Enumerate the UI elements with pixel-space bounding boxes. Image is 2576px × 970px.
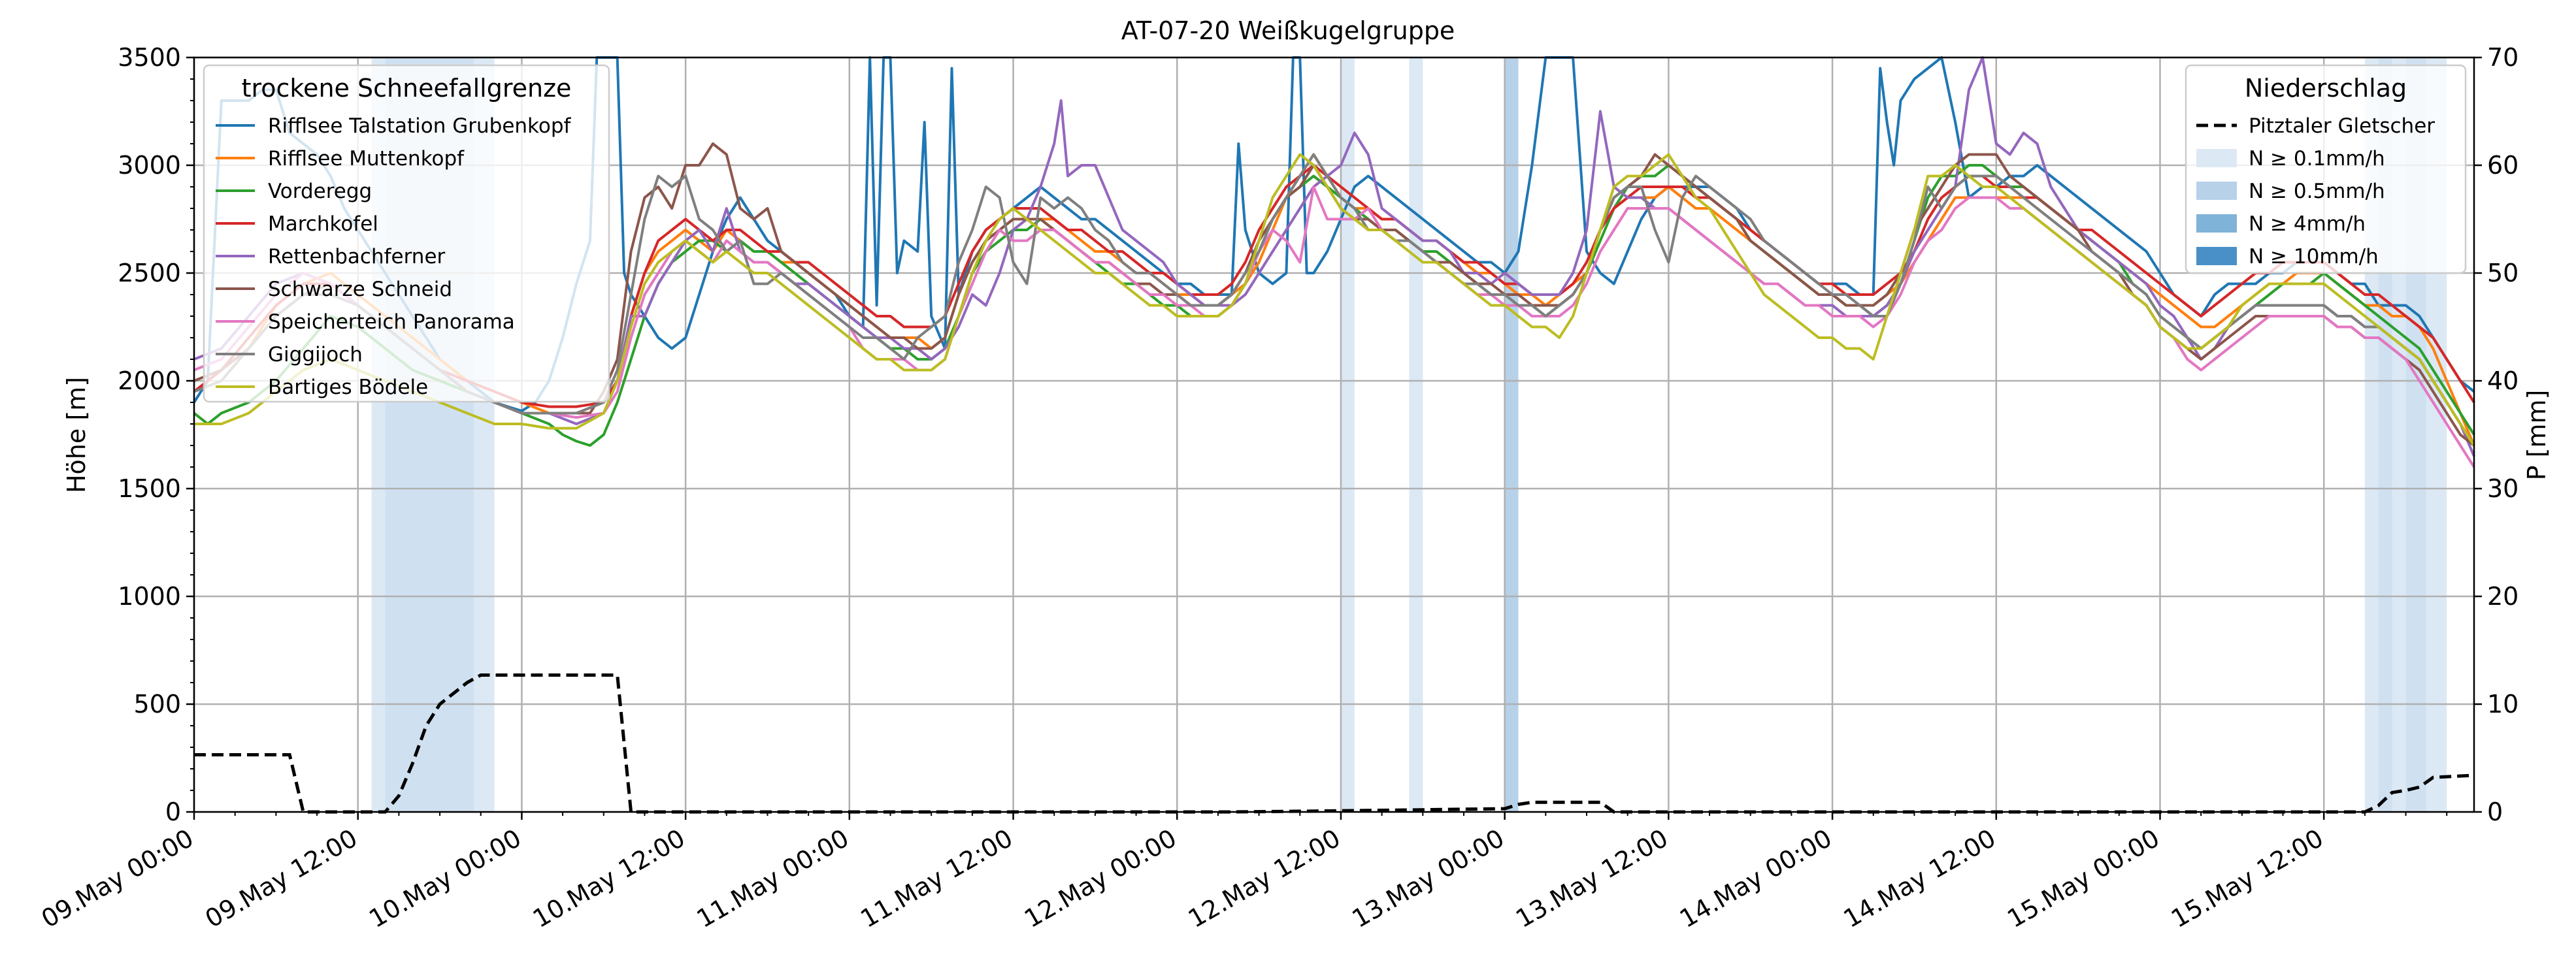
legend-label: Bartiges Bödele (268, 376, 428, 399)
series-lines (193, 56, 2475, 468)
legend-box (2185, 64, 2467, 274)
series-line (194, 153, 2475, 447)
legend-title: Niederschlag (2245, 74, 2407, 103)
precip-band (1340, 57, 1355, 812)
legend-precipitation: Niederschlag Pitztaler Gletscher N ≥ 0.1mm… (2185, 64, 2467, 274)
legend-label: Rifflsee Talstation Grubenkopf (268, 114, 572, 138)
y-tick-label-right: 70 (2487, 43, 2518, 72)
y-tick-label-right: 40 (2487, 366, 2518, 395)
y-tick-label-right: 60 (2487, 151, 2518, 180)
y-tick-label-left: 0 (165, 798, 181, 826)
y-tick-label-left: 2000 (118, 366, 181, 395)
y-tick-label-right: 30 (2487, 474, 2518, 503)
plot-frame (193, 56, 2475, 813)
y-tick-label-left: 1500 (118, 474, 181, 503)
y-tick-label-left: 500 (133, 690, 181, 719)
legend-title: trockene Schneefallgrenze (242, 74, 572, 103)
legend-swatch (2196, 247, 2237, 265)
legend-swatch (2196, 182, 2237, 200)
legend-label: Vorderegg (268, 180, 372, 203)
chart-title: AT-07-20 Weißkugelgruppe (1121, 16, 1455, 45)
y-tick-label-left: 3500 (118, 43, 181, 72)
legend-box (203, 64, 610, 403)
y-tick-label-right: 20 (2487, 582, 2518, 611)
legend-label: N ≥ 10mm/h (2249, 245, 2379, 268)
legend-label: Schwarze Schneid (268, 278, 452, 301)
y-axis-label-right: P [mm] (2522, 390, 2551, 481)
legend-label: Giggijoch (268, 343, 363, 366)
y-tick-label-right: 50 (2487, 259, 2518, 287)
legend-snowline: trockene Schneefallgrenze Rifflsee Talsta… (203, 64, 610, 403)
legend-label: Marchkofel (268, 212, 378, 236)
legend-label: Speicherteich Panorama (268, 310, 515, 334)
y-tick-label-right: 10 (2487, 690, 2518, 719)
y-tick-label-left: 2500 (118, 259, 181, 287)
axes (186, 56, 2482, 820)
y-tick-label-left: 3000 (118, 151, 181, 180)
legend-swatch (2196, 149, 2237, 167)
y-axis-label-left: Höhe [m] (62, 377, 91, 493)
legend-label: N ≥ 0.5mm/h (2249, 180, 2385, 203)
legend-swatch (2196, 214, 2237, 233)
legend-label: Rettenbachferner (268, 245, 446, 268)
legend-label: N ≥ 0.1mm/h (2249, 147, 2385, 170)
y-tick-label-left: 1000 (118, 582, 181, 611)
precip-band (1504, 57, 1519, 812)
legend-label: Pitztaler Gletscher (2249, 114, 2435, 138)
y-tick-label-right: 0 (2487, 798, 2503, 826)
precip-band (1409, 57, 1423, 812)
legend-label: Rifflsee Muttenkopf (268, 147, 465, 170)
legend-label: N ≥ 4mm/h (2249, 212, 2366, 236)
